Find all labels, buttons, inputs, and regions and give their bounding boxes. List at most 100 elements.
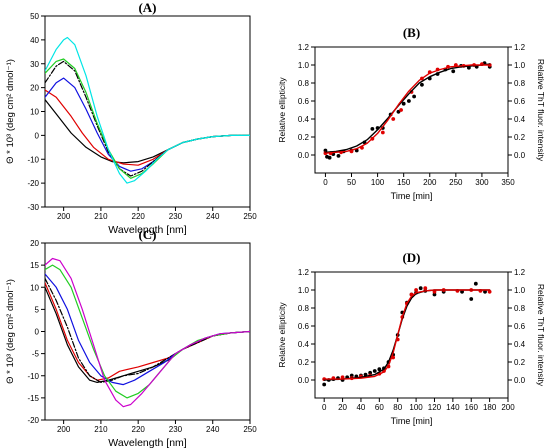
y-tick-label: 0.2 [298,133,310,142]
data-point [380,130,385,135]
data-point [432,292,437,297]
series-line [45,257,250,408]
y-axis-label: Θ * 10³ (deg cm² dmol⁻¹) [5,59,16,164]
x-tick-label: 350 [501,178,515,187]
data-point [406,99,411,103]
x-tick-label: 250 [243,425,257,434]
series-line [45,264,250,399]
x-tick-label: 230 [169,425,183,434]
x-tick-label: 250 [449,178,463,187]
y-tick-label: 1.2 [298,43,310,52]
x-axis-label: Wavelength [nm] [108,437,186,448]
y-axis-right-label: Relative ThT fluor. intensity [536,59,546,162]
x-tick-label: 0 [323,178,328,187]
x-tick-label: 200 [57,212,71,221]
y-tick-label: -30 [27,203,39,212]
y-right-tick-label: 0.0 [514,376,526,385]
y-right-tick-label: 1.2 [514,268,526,277]
data-point [368,370,373,375]
y-right-tick-label: 0.8 [514,304,526,313]
y-axis-label: Relative ellipticity [277,77,287,143]
y-tick-label: 40 [30,36,39,45]
y-right-tick-label: 0.6 [514,322,526,331]
panel-title: (D) [402,250,420,265]
y-tick-label: 0.4 [298,115,310,124]
x-tick-label: 150 [397,178,411,187]
y-tick-label: 0.0 [298,376,310,385]
data-point [391,117,396,121]
data-point [487,289,492,294]
x-axis-label: Time [min] [391,191,433,201]
series-line [323,289,491,380]
y-tick-label: 0 [35,328,40,337]
chart-panel-d: (D) 0 20 40 60 80 100 120 140 160 180 200 0.0 0.2 0.4 0… [277,250,546,426]
panel-title: (B) [403,25,420,40]
series-line [45,58,250,179]
x-tick-label: 50 [347,178,356,187]
y-tick-label: 0.6 [298,97,310,106]
x-tick-label: 220 [132,212,146,221]
x-tick-label: 240 [206,425,220,434]
x-tick-label: 230 [169,212,183,221]
x-tick-label: 0 [322,403,327,412]
data-point [377,367,382,372]
plot-area [45,257,250,408]
y-right-tick-label: 0.6 [514,97,526,106]
data-point [460,289,464,294]
x-tick-label: 200 [57,425,71,434]
chart-panel-a: (A) 200 210 220 230 240 250 -30 -20 -10 0 10 20 30 40 5… [5,0,257,236]
panel-title: (C) [138,227,156,242]
x-tick-label: 250 [243,212,257,221]
y-right-tick-label: 1.0 [514,61,526,70]
series-line [45,277,250,383]
plot-frame [314,46,509,174]
x-tick-label: 160 [465,403,479,412]
y-tick-label: 20 [30,239,39,248]
panel-title: (A) [138,0,156,15]
data-point [451,69,456,74]
x-tick-label: 240 [206,212,220,221]
data-point [399,108,403,112]
y-tick-label: -20 [27,416,39,425]
x-tick-label: 100 [371,178,385,187]
x-tick-label: 60 [375,403,384,412]
series-line [45,99,250,164]
y-tick-label: -10 [27,155,39,164]
x-tick-label: 200 [423,178,437,187]
x-tick-label: 120 [428,403,442,412]
y-tick-label: 10 [30,283,39,292]
data-point [412,94,417,99]
data-point [423,286,428,291]
plot-area [45,36,250,184]
y-tick-label: 0 [35,131,40,140]
y-right-tick-label: 1.2 [514,43,526,52]
plot-area [322,281,492,387]
y-tick-label: 0.0 [298,151,310,160]
y-right-tick-label: 0.2 [514,358,526,367]
data-point [370,126,375,131]
data-point [322,382,327,387]
chart-panel-b: (B) 0 50 100 150 200 250 300 350 0.0 0.2 0.4 0.6 0.8 1… [277,25,546,201]
series-line [324,64,491,154]
data-point [420,82,424,87]
plot-frame [44,15,251,208]
y-axis-label: Relative ellipticity [277,302,287,368]
x-tick-label: 100 [409,403,423,412]
y-right-tick-label: 1.0 [514,286,526,295]
y-tick-label: 1.2 [298,268,310,277]
x-tick-label: 80 [393,403,402,412]
y-tick-label: 15 [30,261,39,270]
x-tick-label: 40 [356,403,365,412]
data-point [323,148,328,153]
data-point [418,286,423,291]
y-right-tick-label: 0.2 [514,133,526,142]
y-right-tick-label: 0.8 [514,79,526,88]
y-tick-label: 30 [30,60,39,69]
x-tick-label: 210 [94,425,108,434]
data-point [432,289,437,294]
y-axis-right-label: Relative ThT fluor. intensity [536,284,546,387]
x-tick-label: 220 [132,425,146,434]
x-tick-label: 210 [94,212,108,221]
y-tick-label: 0.4 [298,340,310,349]
